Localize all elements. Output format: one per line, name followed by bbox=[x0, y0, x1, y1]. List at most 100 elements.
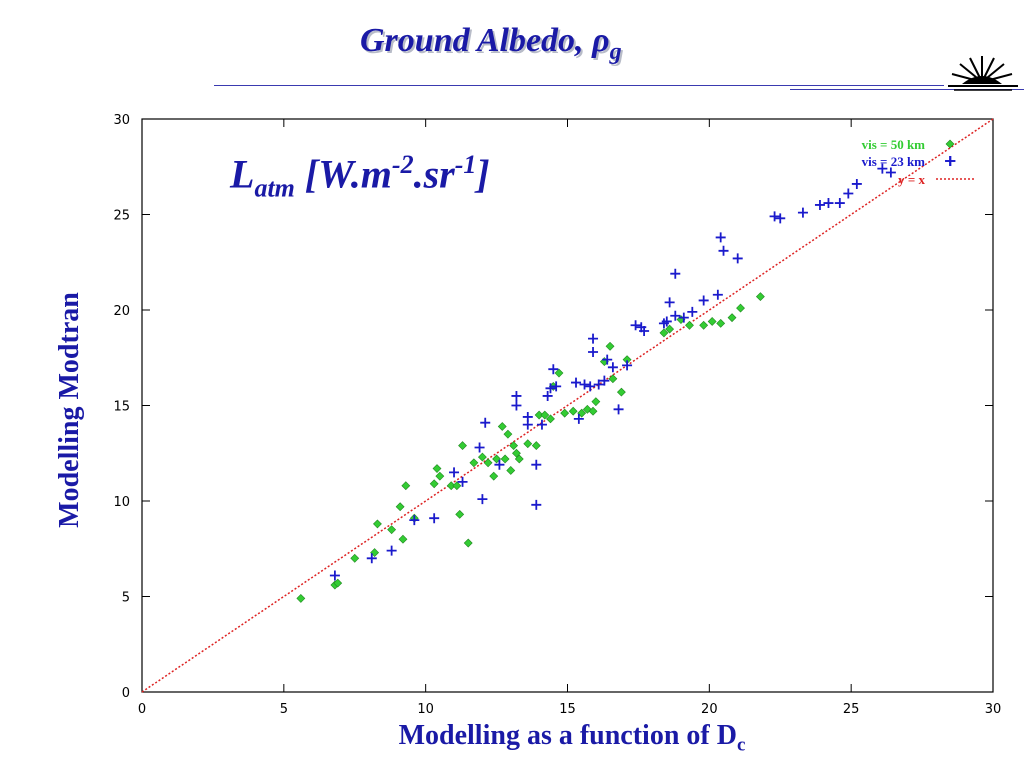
point-vis50 bbox=[401, 481, 411, 491]
legend-label: vis = 23 km bbox=[862, 154, 926, 169]
annotation-part2: .sr bbox=[413, 151, 455, 197]
point-vis23 bbox=[715, 232, 726, 243]
x-tick-label: 15 bbox=[559, 702, 576, 717]
point-vis50 bbox=[512, 448, 521, 458]
identity-line bbox=[141, 118, 994, 693]
point-vis23 bbox=[457, 476, 468, 487]
point-vis23 bbox=[548, 364, 559, 375]
point-vis50 bbox=[716, 318, 726, 328]
point-vis23 bbox=[531, 459, 542, 470]
y-tick-label: 10 bbox=[113, 495, 130, 510]
point-vis50 bbox=[509, 441, 519, 451]
y-tick-label: 15 bbox=[113, 400, 130, 415]
point-vis23 bbox=[588, 333, 599, 344]
slide-title-text: Ground Albedo, bbox=[360, 22, 593, 59]
point-vis23 bbox=[823, 198, 834, 209]
annotation-exp2: -1 bbox=[454, 150, 477, 179]
point-vis23 bbox=[599, 375, 610, 386]
point-vis23 bbox=[329, 570, 340, 581]
point-vis23 bbox=[607, 362, 618, 373]
point-vis50 bbox=[296, 593, 306, 603]
point-vis23 bbox=[542, 390, 553, 401]
slide-title-subscript: g bbox=[609, 38, 622, 65]
point-vis23 bbox=[449, 467, 460, 478]
legend-label: y = x bbox=[898, 172, 925, 187]
point-vis23 bbox=[775, 213, 786, 224]
point-vis50 bbox=[546, 414, 555, 424]
y-tick-label: 0 bbox=[122, 686, 130, 701]
point-vis50 bbox=[588, 406, 598, 416]
point-vis23 bbox=[678, 312, 689, 323]
point-vis50 bbox=[387, 525, 397, 535]
x-tick-label: 25 bbox=[843, 702, 860, 717]
slide-title: Ground Albedo, ρg bbox=[360, 22, 622, 66]
point-vis50 bbox=[463, 538, 473, 548]
slide-title-symbol: ρ bbox=[592, 22, 610, 59]
point-vis50 bbox=[531, 441, 541, 451]
point-vis50 bbox=[432, 464, 442, 473]
x-axis-label-subscript: c bbox=[736, 734, 746, 756]
point-vis23 bbox=[718, 245, 729, 256]
point-vis50 bbox=[591, 397, 601, 407]
point-vis50 bbox=[659, 328, 669, 338]
point-vis23 bbox=[511, 390, 522, 401]
point-vis23 bbox=[698, 295, 709, 306]
x-tick-label: 0 bbox=[138, 702, 146, 717]
point-vis50 bbox=[503, 429, 513, 439]
y-tick-label: 20 bbox=[113, 304, 130, 319]
point-vis50 bbox=[500, 454, 510, 464]
point-vis50 bbox=[616, 387, 626, 397]
plot-annotation: Latm [W.m-2.sr-1] bbox=[230, 150, 490, 203]
point-vis23 bbox=[494, 459, 505, 470]
point-vis23 bbox=[769, 211, 780, 222]
point-vis50 bbox=[398, 534, 408, 544]
point-vis50 bbox=[429, 479, 439, 489]
point-vis23 bbox=[885, 167, 896, 178]
point-vis50 bbox=[560, 408, 570, 418]
point-vis23 bbox=[670, 310, 681, 321]
point-vis50 bbox=[497, 422, 507, 431]
point-vis23 bbox=[797, 207, 808, 218]
point-vis23 bbox=[474, 442, 485, 453]
point-vis23 bbox=[670, 268, 681, 279]
y-tick-label: 25 bbox=[113, 209, 130, 224]
point-vis50 bbox=[665, 324, 675, 334]
point-vis23 bbox=[409, 515, 420, 526]
point-vis23 bbox=[622, 360, 633, 371]
point-vis23 bbox=[480, 417, 491, 428]
point-vis23 bbox=[630, 320, 641, 331]
x-tick-label: 5 bbox=[280, 702, 288, 717]
y-tick-label: 30 bbox=[113, 113, 130, 128]
legend-marker-vis23 bbox=[945, 156, 955, 166]
point-vis23 bbox=[602, 354, 613, 365]
point-vis23 bbox=[545, 383, 556, 394]
point-vis50 bbox=[435, 471, 445, 481]
x-axis-label: Modelling as a function of Dc bbox=[399, 720, 746, 757]
point-vis50 bbox=[477, 452, 487, 462]
point-vis50 bbox=[350, 553, 360, 563]
point-vis50 bbox=[727, 313, 737, 323]
point-vis23 bbox=[536, 419, 547, 430]
point-vis50 bbox=[483, 458, 493, 468]
title-underline bbox=[214, 85, 944, 86]
point-vis50 bbox=[452, 481, 462, 491]
title-underline-secondary bbox=[790, 89, 1024, 90]
point-vis23 bbox=[588, 347, 599, 358]
point-vis23 bbox=[664, 297, 675, 308]
point-vis50 bbox=[523, 439, 533, 449]
point-vis23 bbox=[877, 163, 888, 174]
point-vis50 bbox=[707, 317, 717, 326]
point-vis23 bbox=[712, 289, 723, 300]
point-vis50 bbox=[469, 458, 479, 468]
point-vis23 bbox=[522, 411, 533, 422]
x-tick-label: 30 bbox=[985, 702, 1002, 717]
point-vis23 bbox=[386, 545, 397, 556]
annotation-part1: [W.m bbox=[294, 151, 392, 197]
sun-logo-icon bbox=[948, 56, 1018, 91]
x-axis-label-text: Modelling as a function of D bbox=[398, 720, 737, 751]
point-vis23 bbox=[531, 499, 542, 510]
point-vis50 bbox=[333, 578, 343, 588]
point-vis23 bbox=[585, 381, 596, 392]
y-tick-label: 5 bbox=[122, 591, 130, 606]
